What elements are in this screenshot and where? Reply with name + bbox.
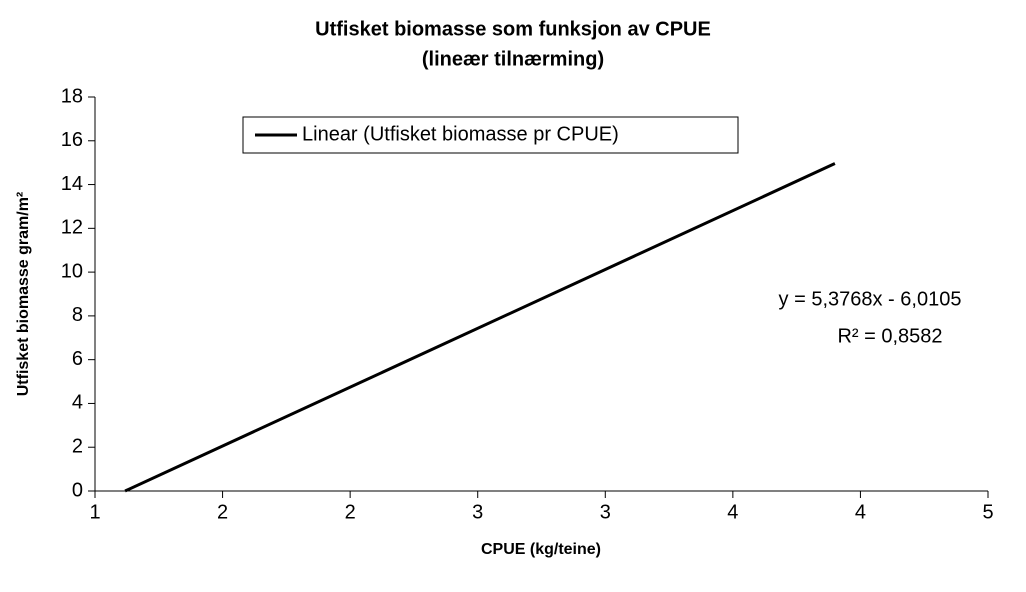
x-axis-label: CPUE (kg/teine) xyxy=(481,541,601,558)
chart-subtitle: (lineær tilnærming) xyxy=(422,48,604,70)
chart-title: Utfisket biomasse som funksjon av CPUE xyxy=(315,18,711,40)
y-tick-label: 16 xyxy=(61,129,83,151)
x-tick-label: 3 xyxy=(600,501,611,523)
x-tick-label: 4 xyxy=(727,501,738,523)
r-squared: R² = 0,8582 xyxy=(837,325,942,347)
legend-box xyxy=(242,116,739,154)
y-tick-label: 18 xyxy=(61,85,83,107)
equation: y = 5,3768x - 6,0105 xyxy=(779,288,962,310)
legend-label: Linear (Utfisket biomasse pr CPUE) xyxy=(302,123,619,145)
x-tick-label: 2 xyxy=(217,501,228,523)
y-axis-label: Utfisket biomasse gram/m² xyxy=(15,192,32,397)
y-tick-label: 8 xyxy=(72,304,83,326)
x-tick-label: 5 xyxy=(982,501,993,523)
y-tick-label: 4 xyxy=(72,392,83,414)
x-tick-label: 4 xyxy=(855,501,866,523)
x-tick-label: 3 xyxy=(472,501,483,523)
trend-line xyxy=(124,162,836,493)
y-tick-label: 10 xyxy=(61,260,83,282)
y-tick-label: 0 xyxy=(72,479,83,501)
x-tick-label: 2 xyxy=(345,501,356,523)
y-tick-label: 14 xyxy=(61,173,83,195)
y-tick-label: 12 xyxy=(61,217,83,239)
y-tick-label: 2 xyxy=(72,436,83,458)
y-tick-label: 6 xyxy=(72,348,83,370)
x-tick-label: 1 xyxy=(89,501,100,523)
